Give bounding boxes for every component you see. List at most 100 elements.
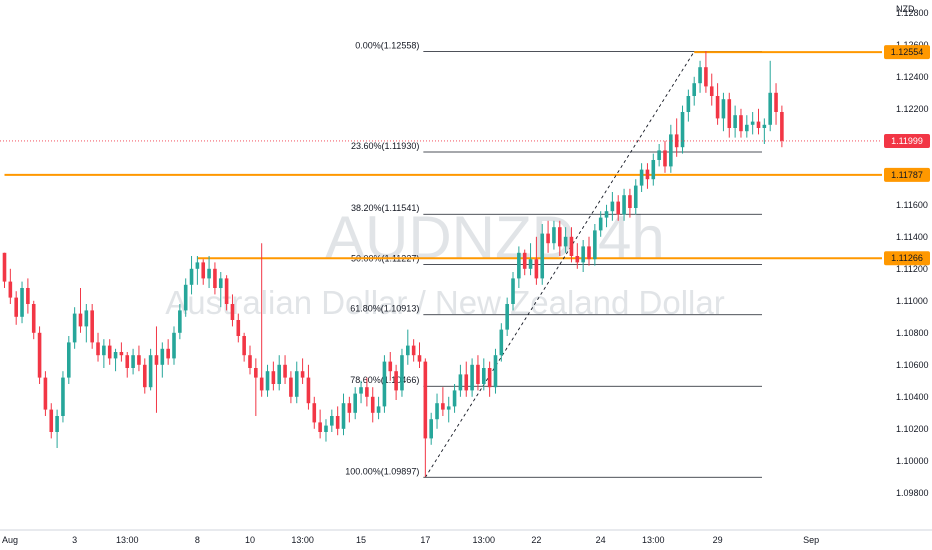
- candle-body: [429, 419, 433, 439]
- level-price-badge-label: 1.11787: [891, 170, 923, 180]
- candle-body: [704, 67, 708, 87]
- candle-down: [587, 236, 591, 266]
- candle-body: [452, 390, 457, 407]
- candle-down: [441, 387, 445, 416]
- candle-up: [353, 387, 357, 420]
- price-tick-label: 1.10400: [896, 392, 929, 402]
- candle-down: [43, 371, 48, 416]
- candle-down: [628, 188, 632, 218]
- candle-up: [55, 409, 59, 448]
- candle-down: [394, 364, 398, 400]
- fibonacci-retracement[interactable]: 0.00%(1.12558) 23.60%(1.11930) 38.20%(1.11…: [345, 41, 762, 478]
- candle-down: [224, 275, 229, 311]
- price-tick-label: 1.11600: [896, 200, 928, 210]
- candle-up: [435, 393, 439, 429]
- candle-up: [406, 329, 410, 365]
- candle-up: [458, 364, 463, 397]
- candle-body: [458, 374, 463, 391]
- level-price-badge-box: [884, 45, 930, 60]
- price-tick-label: 1.12600: [896, 40, 929, 50]
- candle-body: [680, 112, 685, 148]
- candle-body: [259, 377, 264, 391]
- candle-up: [470, 358, 474, 397]
- candle-down: [487, 361, 492, 397]
- candle-body: [90, 310, 94, 343]
- candle-body: [294, 371, 299, 397]
- candle-down: [756, 108, 761, 135]
- price-tick-label: 1.12800: [896, 8, 929, 18]
- time-tick-label: 3: [72, 535, 77, 545]
- candle-body: [394, 371, 398, 391]
- candle-up: [376, 396, 381, 420]
- candle-down: [154, 326, 159, 413]
- price-badges: 1.12554 1.11787 1.11266 1.11999: [884, 45, 930, 266]
- candle-down: [142, 358, 147, 394]
- candle-body: [61, 377, 65, 416]
- candle-body: [575, 256, 580, 263]
- candle-down: [259, 243, 264, 397]
- level-price-badge: 1.12554: [884, 45, 930, 60]
- candle-body: [435, 403, 439, 420]
- candle-up: [669, 124, 673, 173]
- candle-down: [254, 358, 258, 416]
- candle-body: [166, 348, 170, 359]
- fib-level-label: 23.60%(1.11930): [351, 141, 419, 151]
- candle-body: [780, 112, 784, 141]
- candle-up: [382, 355, 387, 413]
- candle-up: [131, 348, 135, 375]
- candle-body: [137, 355, 141, 365]
- candle-body: [148, 355, 153, 388]
- candle-down: [271, 361, 276, 391]
- candle-body: [66, 342, 71, 378]
- candle-body: [534, 259, 539, 279]
- candle-up: [622, 188, 626, 221]
- candle-up: [452, 384, 457, 413]
- candle-body: [411, 345, 416, 356]
- candle-body: [125, 355, 130, 368]
- candle-body: [417, 355, 422, 362]
- candle-down: [464, 361, 469, 397]
- candle-body: [540, 233, 545, 279]
- candle-body: [598, 217, 603, 231]
- candle-body: [499, 329, 504, 356]
- candle-down: [335, 406, 340, 436]
- price-tick-label: 1.09800: [896, 488, 929, 498]
- candle-body: [686, 96, 691, 112]
- price-axis[interactable]: NZD 1.12800 1.12600 1.12400 1.12200 1.11600 1…: [896, 4, 929, 498]
- time-tick-label: 8: [195, 535, 200, 545]
- candle-body: [78, 313, 83, 327]
- candle-down: [166, 339, 170, 365]
- candle-up: [207, 256, 211, 288]
- time-tick-label: 29: [713, 535, 723, 545]
- candle-up: [429, 412, 433, 445]
- candle-down: [306, 364, 311, 410]
- candle-body: [271, 371, 276, 384]
- candle-up: [324, 419, 328, 442]
- candle-body: [55, 416, 59, 432]
- candle-body: [651, 160, 656, 180]
- candle-body: [505, 304, 509, 330]
- candle-body: [674, 134, 679, 148]
- candle-body: [400, 355, 404, 391]
- candle-up: [359, 380, 363, 404]
- candle-up: [511, 272, 515, 311]
- candle-body: [610, 201, 615, 212]
- candle-up: [172, 326, 176, 365]
- candle-body: [113, 352, 118, 359]
- price-tick-label: 1.10600: [896, 360, 929, 370]
- candle-body: [633, 185, 638, 208]
- price-tick-label: 1.10800: [896, 328, 929, 338]
- horizontal-levels[interactable]: [4, 51, 883, 260]
- candle-up: [446, 396, 451, 423]
- candle-up: [183, 278, 188, 317]
- candle-body: [341, 403, 346, 429]
- time-axis[interactable]: Aug 3 13:00 8 10 13:00 15 17 13:00 22 24 13:00 29 Sep: [2, 535, 819, 545]
- candle-up: [686, 89, 691, 122]
- candle-down: [575, 243, 580, 269]
- candlestick-series: [2, 51, 784, 477]
- time-tick-label: 13:00: [642, 535, 665, 545]
- candle-down: [37, 326, 42, 384]
- candle-body: [441, 403, 445, 410]
- candle-body: [289, 377, 293, 397]
